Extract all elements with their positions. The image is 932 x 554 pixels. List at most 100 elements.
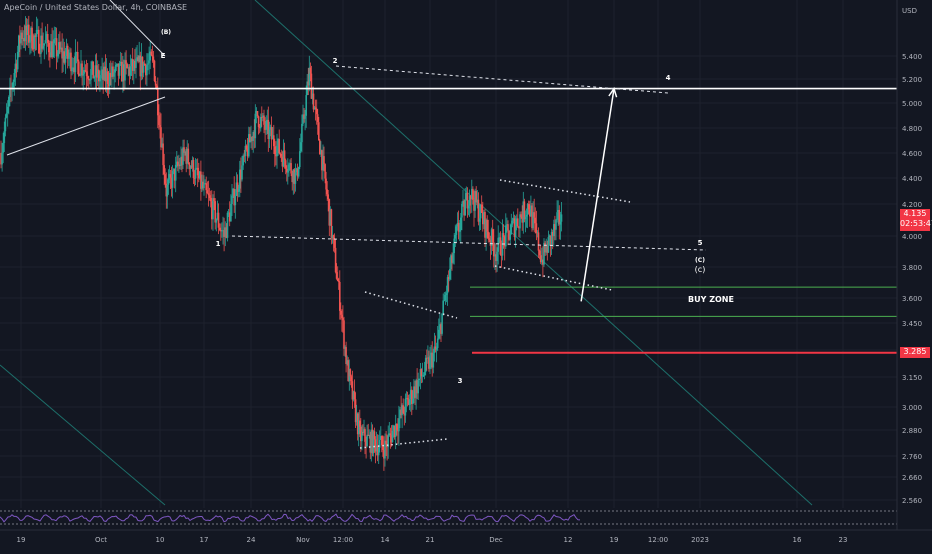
trendline-layer	[0, 0, 813, 506]
candle-body-486	[527, 204, 530, 210]
candle-body-326	[354, 399, 357, 423]
candle-body-88	[98, 69, 100, 82]
candle-body-432	[468, 195, 471, 206]
candle-body-174	[190, 166, 193, 168]
candle-body-411	[445, 293, 448, 295]
candle-body-458	[497, 237, 499, 252]
wave-label-c-small: (C)	[695, 257, 705, 264]
candle-body-234	[256, 111, 259, 117]
channel-lower-line	[494, 265, 613, 291]
candle-body-292	[319, 140, 321, 155]
candle-body-135	[149, 51, 151, 61]
candle-body-257	[281, 156, 284, 167]
candle-body-454	[493, 242, 495, 257]
triangle-upper-edge	[109, 0, 166, 57]
candle-body-102	[113, 72, 115, 77]
candle-body-488	[530, 205, 532, 217]
candle-body-469	[509, 234, 511, 240]
candle-body-491	[533, 212, 535, 218]
candle-body-40	[44, 40, 47, 44]
candle-body-89	[99, 78, 101, 82]
candle-body-85	[94, 65, 97, 77]
candle-body-107	[118, 63, 121, 76]
candle-body-417	[452, 253, 454, 263]
candle-body-316	[344, 347, 346, 349]
candle-body-129	[142, 63, 145, 73]
candle-body-483	[524, 216, 527, 220]
candle-body-191	[208, 195, 211, 198]
candle-body-295	[322, 156, 324, 171]
candle-body-392	[424, 357, 427, 373]
candle-body-449	[487, 231, 490, 239]
candle-body-296	[323, 156, 325, 164]
candle-body-370	[401, 405, 403, 416]
candle-body-175	[191, 160, 194, 168]
candle-body-138	[152, 56, 155, 61]
time-tick-13: 2023	[691, 536, 709, 544]
candle-body-347	[376, 445, 379, 456]
candle-body-81	[90, 69, 92, 80]
wave-label-1: 1	[216, 240, 221, 248]
candle-body-43	[48, 42, 50, 53]
candle-body-325	[353, 391, 356, 400]
candle-body-87	[96, 69, 99, 78]
wave-label-5: 5	[698, 239, 703, 247]
candle-body-199	[217, 212, 220, 228]
candle-body-408	[442, 300, 444, 314]
candle-body-309	[336, 278, 339, 281]
time-tick-1: Oct	[95, 536, 107, 544]
candle-body-413	[447, 277, 450, 280]
candle-body-238	[261, 117, 263, 118]
candle-body-456	[495, 254, 497, 261]
candle-body-323	[351, 381, 354, 400]
candle-body-29	[32, 48, 34, 50]
candle-body-482	[523, 201, 526, 220]
candle-body-496	[538, 250, 541, 256]
candle-body-394	[427, 357, 429, 359]
time-tick-2: 10	[156, 536, 165, 544]
candle-body-44	[49, 52, 51, 58]
candle-body-5	[5, 113, 8, 118]
candle-body-69	[76, 52, 79, 62]
candle-body-506	[549, 235, 552, 245]
candle-body-321	[349, 369, 352, 377]
candle-body-390	[422, 375, 425, 376]
candle-body-207	[226, 212, 229, 238]
candle-body-430	[466, 192, 469, 209]
candle-body-378	[409, 389, 412, 400]
candle-body-11	[12, 81, 14, 88]
triangle-lower-edge	[6, 96, 166, 156]
candle-body-197	[215, 219, 218, 223]
candle-body-510	[554, 224, 556, 230]
candle-body-294	[321, 150, 323, 171]
candle-body-301	[328, 199, 331, 226]
candle-body-98	[108, 72, 111, 87]
candle-body-353	[383, 450, 385, 459]
candle-body-153	[168, 174, 171, 180]
candle-body-328	[356, 413, 359, 435]
candle-body-433	[469, 195, 472, 200]
candle-body-159	[174, 164, 177, 181]
time-tick-11: 19	[610, 536, 619, 544]
candle-body-84	[93, 76, 96, 79]
candle-body-418	[453, 238, 455, 254]
candle-body-182	[199, 171, 201, 179]
candle-body-439	[476, 199, 479, 203]
candle-body-7	[8, 97, 10, 107]
candle-body-59	[65, 45, 68, 57]
candle-body-375	[406, 398, 409, 400]
candle-body-60	[66, 45, 69, 59]
candle-body-216	[236, 182, 239, 192]
candle-body-340	[369, 434, 372, 453]
candle-body-476	[517, 218, 519, 227]
candle-body-181	[198, 175, 200, 179]
candle-body-235	[257, 116, 260, 128]
projection-arrow-line	[580, 88, 615, 302]
candle-body-464	[503, 237, 506, 247]
drawings-layer[interactable]: (B) E 1 2 3 4 5 (C)(c) BUY ZONE	[0, 0, 897, 449]
time-tick-15: 23	[839, 536, 848, 544]
candle-body-194	[212, 198, 214, 220]
